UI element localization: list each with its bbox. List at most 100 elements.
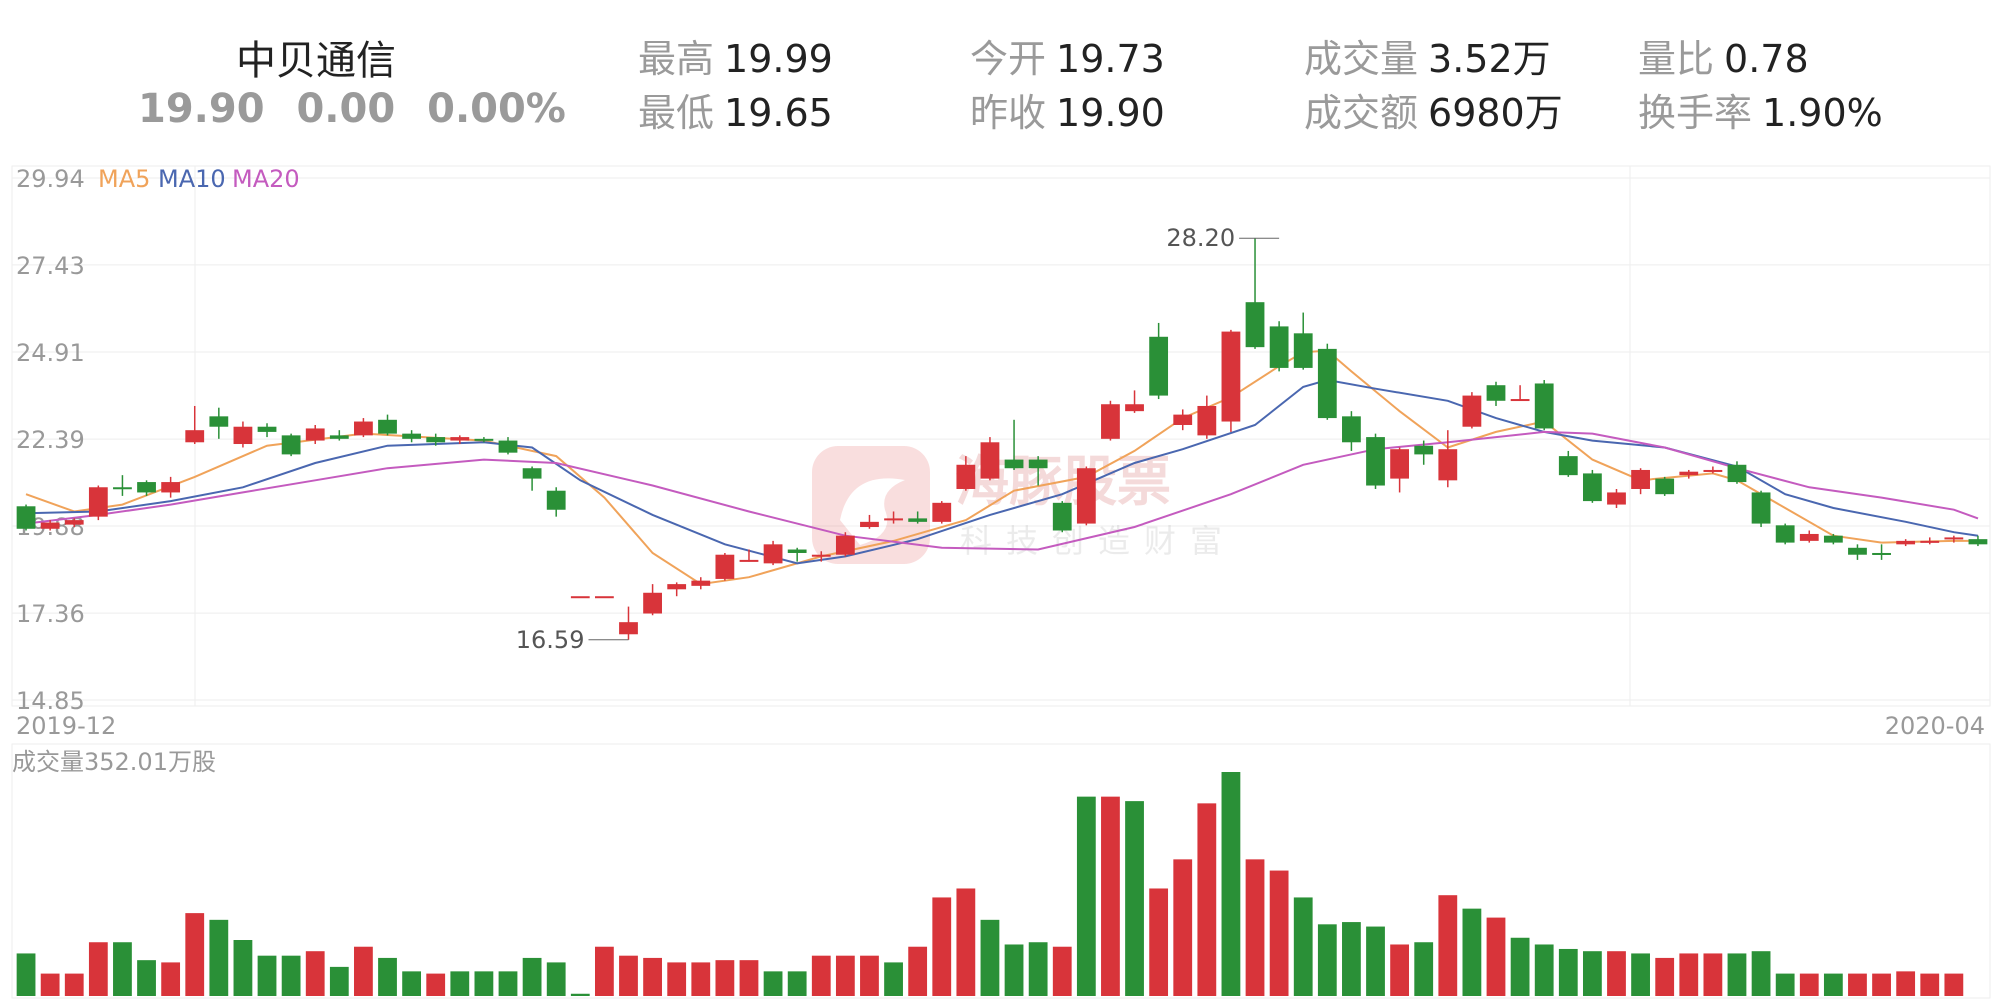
candle	[161, 476, 181, 498]
stat-volume-label: 成交量	[1304, 37, 1419, 81]
volume-bar	[763, 971, 783, 996]
volume-bar	[1390, 944, 1410, 996]
candle-body	[1558, 456, 1578, 476]
legend-ma5: MA5	[98, 165, 150, 193]
candle-body	[715, 554, 735, 579]
candle-body	[835, 535, 855, 555]
volume-bar	[980, 919, 1000, 996]
candle-body	[932, 502, 952, 522]
volume-bar	[546, 962, 566, 996]
candle-body	[1269, 326, 1289, 368]
stat-low: 最低 19.65	[638, 82, 833, 137]
volume-bar	[1823, 973, 1843, 996]
candle	[1366, 433, 1385, 489]
ma20-line	[25, 430, 1979, 551]
stock-name: 中贝通信	[236, 38, 396, 84]
volume-bar	[1799, 973, 1819, 996]
stat-open: 今开 19.73	[970, 28, 1165, 83]
candle	[1462, 392, 1482, 429]
candle	[137, 480, 156, 496]
volume-bar	[450, 971, 470, 996]
candlesticks	[16, 238, 1988, 640]
ma10-line	[25, 378, 1979, 565]
candle-body	[450, 437, 470, 441]
candle-body	[1968, 539, 1988, 545]
candle-body	[1848, 547, 1867, 555]
volume-bar	[570, 993, 590, 996]
candle-body	[209, 416, 229, 427]
candle	[233, 421, 253, 448]
volume-bars	[16, 772, 1964, 996]
candle	[185, 405, 205, 445]
candle	[1197, 395, 1217, 439]
candle	[787, 547, 807, 562]
volume-bar	[1510, 937, 1530, 996]
volume-bar	[1703, 953, 1723, 996]
stock-chart: 海豚股票 科技创造财富 29.9427.4324.9122.3919.8817.…	[11, 165, 1991, 999]
volume-bar	[1775, 973, 1795, 996]
candle-body	[1944, 537, 1964, 540]
volume-bar	[932, 897, 952, 996]
volume-bar	[619, 955, 638, 996]
candle	[763, 540, 783, 566]
volume-bar	[643, 957, 662, 996]
candle-body	[1679, 471, 1699, 476]
volume-bar	[1438, 895, 1458, 996]
candle	[88, 485, 108, 521]
price-change: 0.00	[296, 86, 396, 132]
watermark-slogan: 科技创造财富	[960, 522, 1236, 560]
last-price: 19.90	[138, 86, 265, 132]
candle	[811, 551, 831, 562]
candle	[209, 407, 229, 439]
candle	[1293, 312, 1313, 370]
volume-bar	[209, 919, 229, 996]
candle-body	[570, 596, 590, 599]
candle	[1438, 430, 1458, 488]
candle	[113, 475, 132, 496]
volume-bar	[40, 973, 60, 996]
y-tick-label: 27.43	[16, 252, 85, 280]
volume-bar	[1028, 942, 1048, 996]
y-tick-label: 29.94	[16, 165, 85, 193]
candle	[426, 433, 446, 446]
candle-body	[88, 487, 108, 517]
candle	[1245, 238, 1265, 349]
candle	[1125, 390, 1144, 413]
stat-turnover-amount-value: 6980万	[1428, 91, 1563, 135]
candle-body	[1221, 331, 1241, 422]
price-grid	[12, 166, 1990, 706]
candle-body	[787, 549, 807, 553]
volume-bar	[715, 960, 735, 996]
volume-bar	[884, 962, 903, 996]
candle	[1727, 461, 1747, 484]
candle-body	[1149, 336, 1169, 396]
legend-ma20: MA20	[232, 165, 300, 193]
candle	[1028, 456, 1048, 486]
candle	[739, 549, 759, 562]
candle-body	[908, 518, 928, 522]
candle	[908, 511, 928, 524]
candle-body	[811, 554, 831, 557]
candle-body	[1317, 348, 1337, 419]
candle	[1052, 501, 1072, 533]
candle-body	[522, 468, 542, 479]
candle	[498, 437, 518, 455]
candle	[305, 424, 325, 445]
volume-bar	[354, 946, 373, 996]
candle	[281, 433, 301, 457]
candle	[619, 606, 638, 640]
candle	[402, 430, 422, 443]
candle-body	[1438, 449, 1458, 481]
volume-bar	[378, 957, 397, 996]
stat-open-label: 今开	[970, 37, 1047, 81]
volume-bar	[1076, 796, 1096, 996]
candle	[378, 414, 397, 436]
volume-bar	[1872, 973, 1891, 996]
candle-body	[257, 426, 277, 432]
candle-body	[354, 421, 373, 436]
watermark-dolphin-icon	[840, 478, 905, 545]
stat-prev-close-value: 19.90	[1056, 91, 1165, 135]
volume-bar	[522, 957, 542, 996]
candle-body	[860, 521, 879, 528]
